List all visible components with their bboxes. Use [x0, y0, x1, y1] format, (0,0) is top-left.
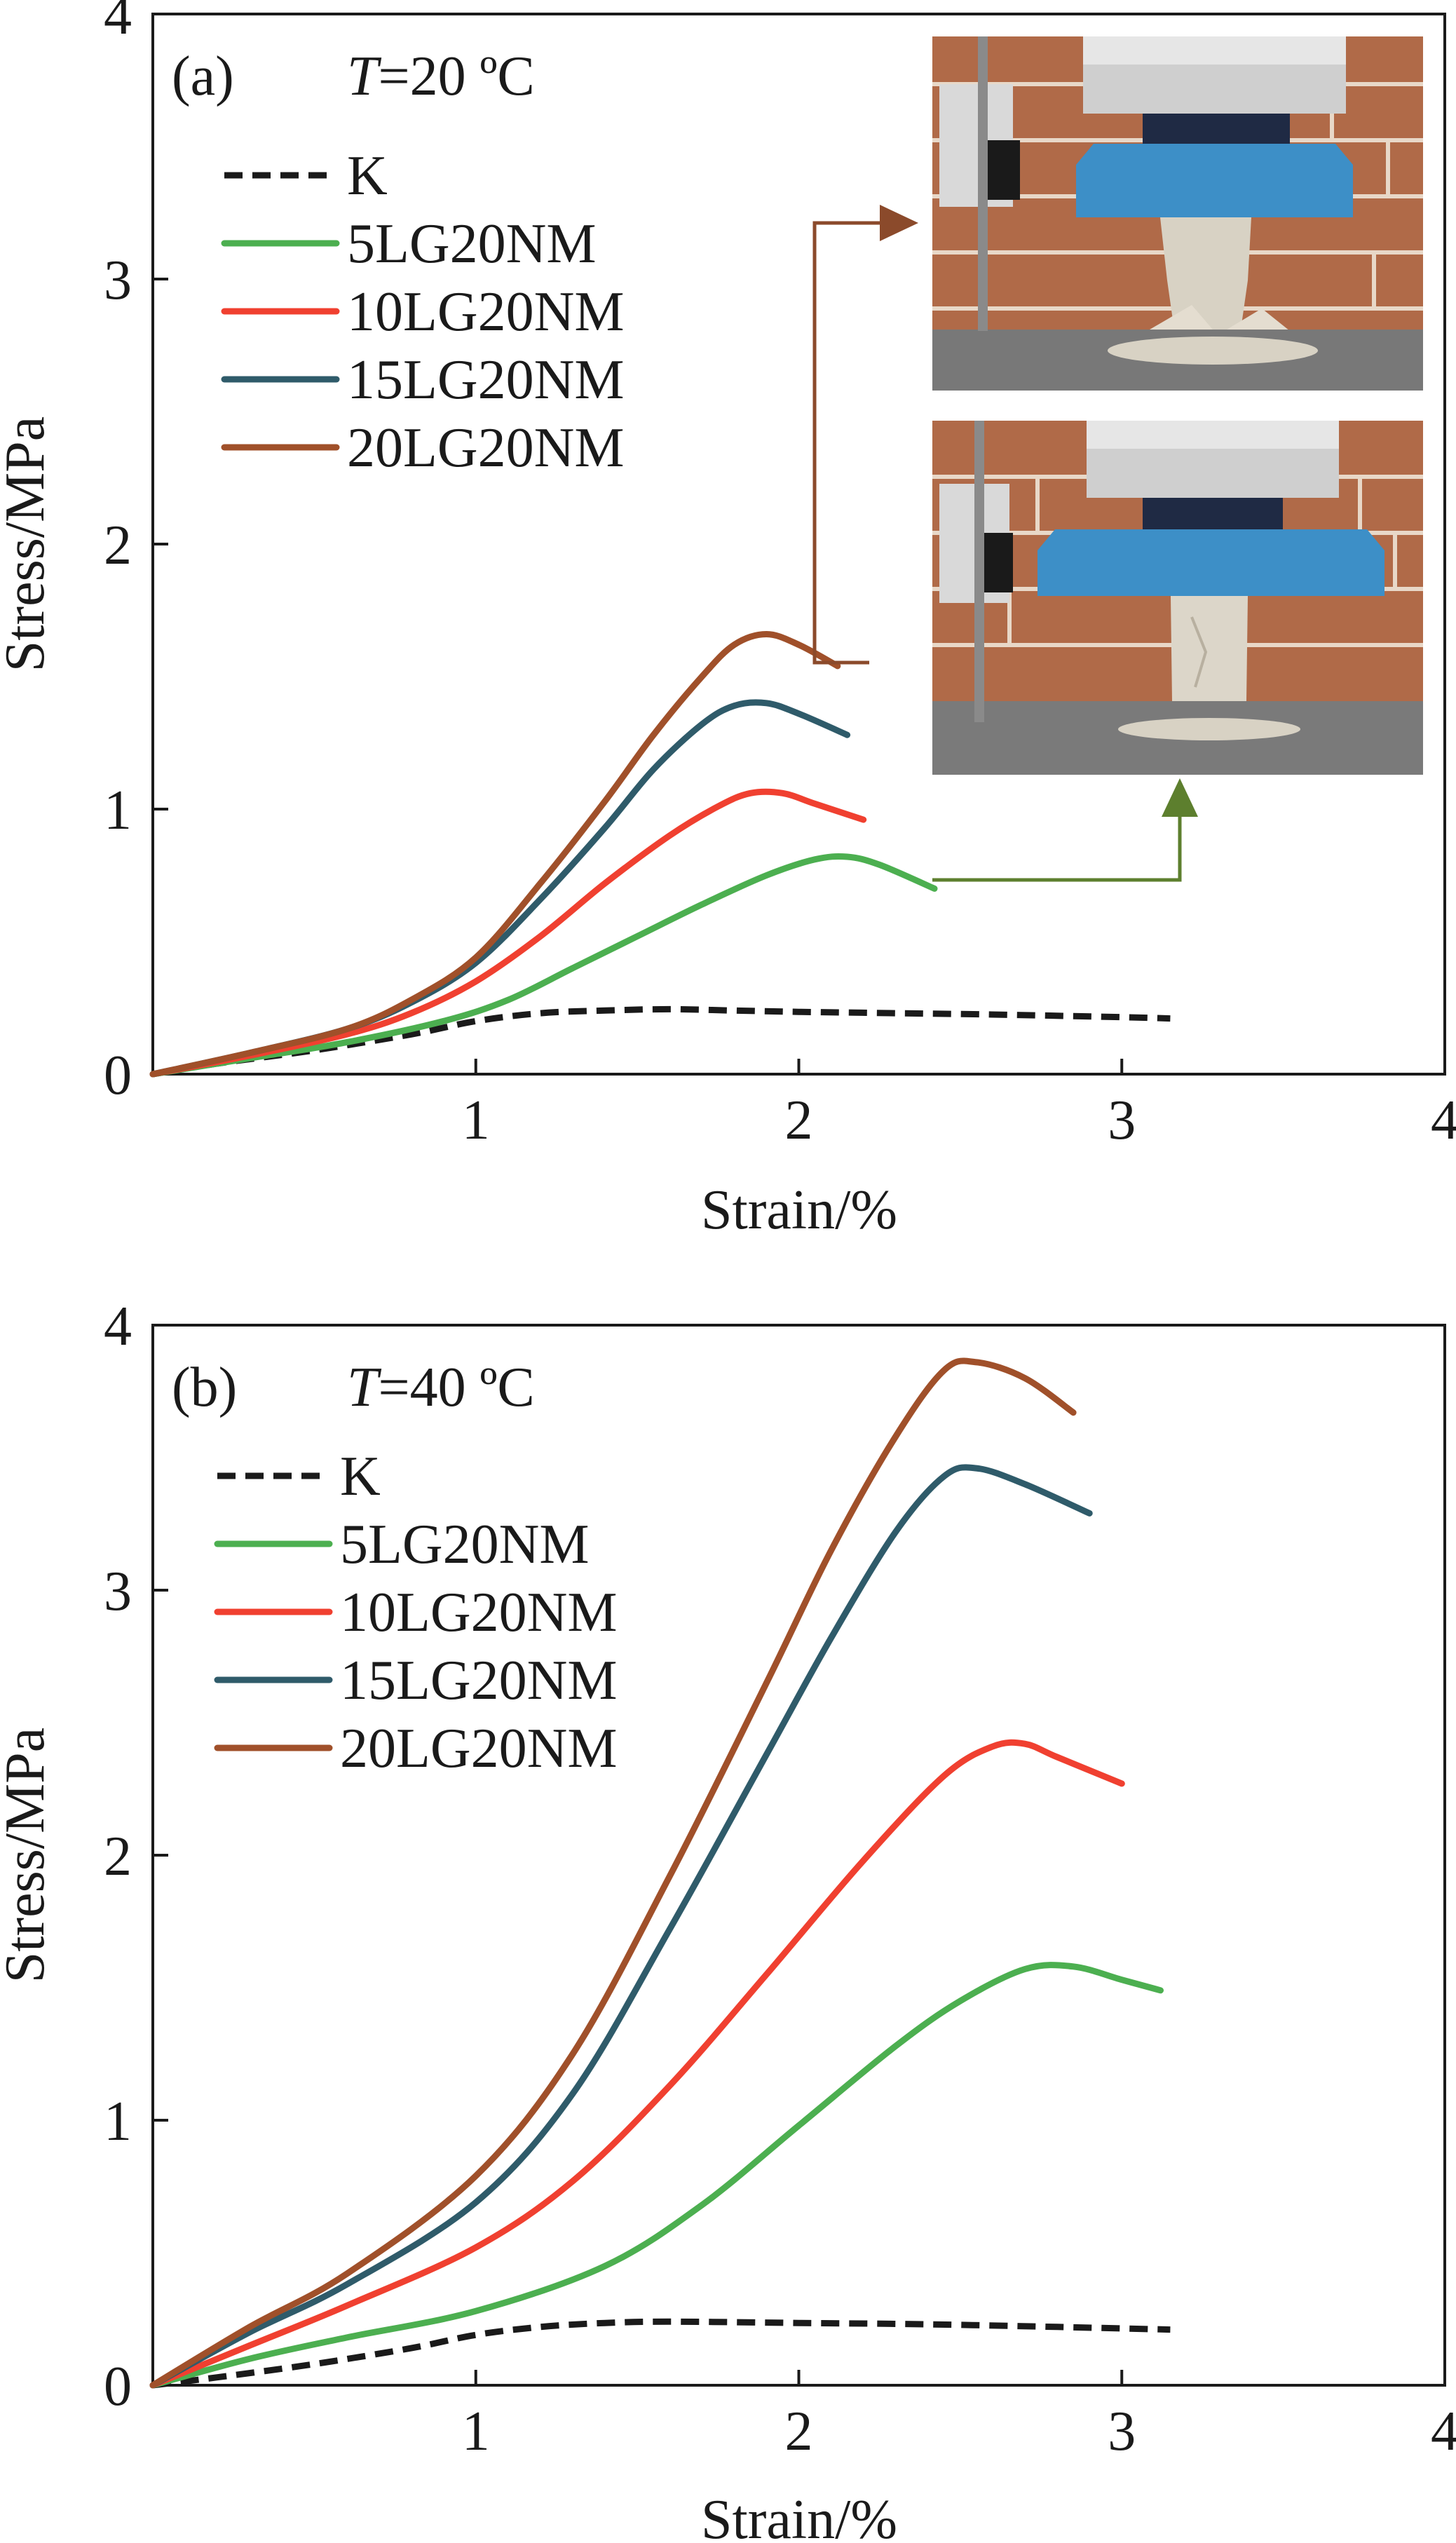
ticks-a: 1 2 3 4 0 1 2 3 4	[104, 0, 1456, 1151]
chart-panel-b: 1 2 3 4 0 1 2 3 4 (b) T=40 ºC K 5LG20NM 10LG20NM 15…	[0, 1296, 1456, 2543]
arrow-to-top-photo	[812, 205, 918, 665]
series-line-a-10LG20NM	[149, 788, 867, 1078]
y-tick-label-b-0: 0	[104, 2356, 132, 2417]
condition-symbol-a: T	[347, 46, 382, 107]
x-tick-label-b-2: 3	[1108, 2401, 1136, 2462]
series-line-b-15LG20NM	[149, 1464, 1093, 2389]
y-tick-label-a-4: 4	[104, 0, 132, 46]
y-tick-label-b-3: 3	[104, 1561, 132, 1622]
chart-panel-a: 1 2 3 4 0 1 2 3 4 (a) T=20 ºC K5LG20NM10LG20NM15…	[0, 0, 1456, 1241]
y-tick-label-a-2: 2	[104, 515, 132, 576]
y-tick-label-b-1: 1	[104, 2091, 132, 2152]
condition-value-b: =40 ºC	[379, 1357, 535, 1418]
legend-label-b-10LG20NM: 10LG20NM	[340, 1582, 618, 1643]
legend-label-a-5LG20NM: 5LG20NM	[347, 213, 597, 275]
x-axis-label-b: Strain/%	[701, 2489, 897, 2543]
specimen-photo-bottom	[932, 421, 1423, 775]
condition-symbol-b: T	[347, 1357, 382, 1418]
condition-label-b: T=40 ºC	[347, 1357, 535, 1418]
y-axis-label-a: Stress/MPa	[0, 416, 56, 672]
series-line-b-5LG20NM	[149, 1962, 1164, 2389]
y-tick-label-a-1: 1	[104, 780, 132, 841]
legend-label-b-K: K	[340, 1446, 381, 1507]
series-line-b-10LG20NM	[149, 1739, 1125, 2389]
legend-label-b-20LG20NM: 20LG20NM	[340, 1718, 618, 1779]
x-tick-label-a-3: 4	[1431, 1090, 1456, 1151]
series-line-a-5LG20NM	[149, 853, 938, 1078]
series-b	[149, 1357, 1171, 2389]
x-tick-label-a-1: 2	[785, 1090, 813, 1151]
specimen-photo-top	[932, 36, 1423, 391]
y-axis-label-b: Stress/MPa	[0, 1728, 56, 1983]
legend-label-a-20LG20NM: 20LG20NM	[347, 417, 625, 479]
legend-label-a-15LG20NM: 15LG20NM	[347, 349, 625, 411]
x-tick-label-b-3: 4	[1431, 2401, 1456, 2462]
series-a	[149, 631, 1171, 1078]
series-line-b-20LG20NM	[149, 1357, 1077, 2389]
series-line-a-20LG20NM	[149, 631, 841, 1078]
x-tick-label-b-0: 1	[462, 2401, 490, 2462]
arrow-to-bottom-photo	[932, 778, 1198, 882]
panel-tag-b: (b)	[172, 1357, 237, 1418]
legend-b: K 5LG20NM 10LG20NM 15LG20NM 20LG20NM	[214, 1446, 618, 1779]
x-axis-label-a: Strain/%	[701, 1179, 897, 1241]
panel-tag-a: (a)	[172, 46, 234, 107]
y-tick-label-b-2: 2	[104, 1826, 132, 1887]
x-tick-label-b-1: 2	[785, 2401, 813, 2462]
y-tick-label-a-3: 3	[104, 250, 132, 311]
legend-label-a-K: K	[347, 145, 388, 207]
legend-label-b-15LG20NM: 15LG20NM	[340, 1650, 618, 1711]
condition-value-a: =20 ºC	[379, 46, 535, 107]
y-tick-label-a-0: 0	[104, 1045, 132, 1106]
y-tick-label-b-4: 4	[104, 1296, 132, 1357]
legend-label-a-10LG20NM: 10LG20NM	[347, 281, 625, 343]
x-tick-label-a-2: 3	[1108, 1090, 1136, 1151]
ticks-b: 1 2 3 4 0 1 2 3 4	[104, 1296, 1456, 2462]
series-line-b-K	[152, 2318, 1171, 2389]
x-tick-label-a-0: 1	[462, 1090, 490, 1151]
legend-label-b-5LG20NM: 5LG20NM	[340, 1514, 590, 1575]
condition-label-a: T=20 ºC	[347, 46, 535, 107]
